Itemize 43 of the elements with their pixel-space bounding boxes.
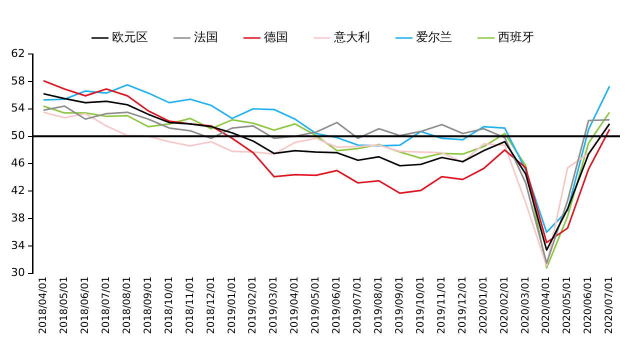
x-tick-label: 2020/07/01 bbox=[604, 276, 616, 334]
x-tick-label: 2019/02/01 bbox=[248, 276, 259, 334]
legend-label: 德国 bbox=[264, 30, 288, 44]
y-tick-label: 46 bbox=[10, 156, 25, 170]
legend-label: 欧元区 bbox=[112, 30, 148, 44]
x-tick-label: 2018/12/01 bbox=[206, 276, 217, 334]
x-tick-label: 2018/06/01 bbox=[80, 276, 91, 334]
x-tick-label: 2018/09/01 bbox=[142, 276, 154, 334]
x-tick-label: 2019/10/01 bbox=[415, 276, 426, 334]
x-tick-label: 2020/02/01 bbox=[499, 276, 510, 334]
y-tick-label: 62 bbox=[10, 46, 25, 60]
x-tick-label: 2019/01/01 bbox=[226, 276, 238, 334]
x-tick-label: 2020/06/01 bbox=[583, 276, 594, 334]
y-tick-label: 42 bbox=[10, 184, 25, 197]
y-tick-label: 58 bbox=[10, 74, 25, 88]
x-tick-label: 2018/04/01 bbox=[38, 276, 50, 334]
x-tick-label: 2018/11/01 bbox=[184, 276, 196, 334]
legend-label: 意大利 bbox=[333, 30, 370, 44]
x-tick-label: 2018/10/01 bbox=[164, 276, 175, 334]
x-tick-label: 2019/06/01 bbox=[332, 276, 343, 334]
x-tick-label: 2019/07/01 bbox=[352, 276, 364, 334]
x-tick-label: 2019/05/01 bbox=[310, 276, 322, 334]
x-tick-label: 2019/04/01 bbox=[290, 276, 301, 334]
x-tick-label: 2020/03/01 bbox=[520, 276, 532, 334]
legend-label: 法国 bbox=[194, 30, 218, 44]
x-tick-label: 2019/08/01 bbox=[374, 276, 385, 334]
y-tick-label: 34 bbox=[10, 238, 25, 252]
x-tick-label: 2019/11/01 bbox=[436, 276, 448, 334]
y-tick-label: 38 bbox=[10, 211, 25, 224]
y-tick-label: 50 bbox=[10, 129, 25, 142]
x-tick-label: 2019/03/01 bbox=[268, 276, 280, 334]
x-tick-label: 2020/01/01 bbox=[478, 276, 490, 334]
y-tick-label: 54 bbox=[10, 102, 25, 115]
x-tick-label: 2019/09/01 bbox=[394, 276, 406, 334]
x-tick-label: 2020/05/01 bbox=[562, 276, 574, 334]
x-tick-label: 2020/04/01 bbox=[541, 276, 552, 334]
legend-label: 西班牙 bbox=[498, 30, 534, 44]
x-tick-label: 2018/07/01 bbox=[100, 276, 112, 334]
x-tick-label: 2018/05/01 bbox=[59, 276, 70, 334]
x-tick-label: 2019/12/01 bbox=[457, 276, 468, 334]
legend-label: 爱尔兰 bbox=[416, 30, 452, 44]
x-tick-label: 2018/08/01 bbox=[122, 276, 133, 334]
y-tick-label: 30 bbox=[10, 266, 25, 280]
